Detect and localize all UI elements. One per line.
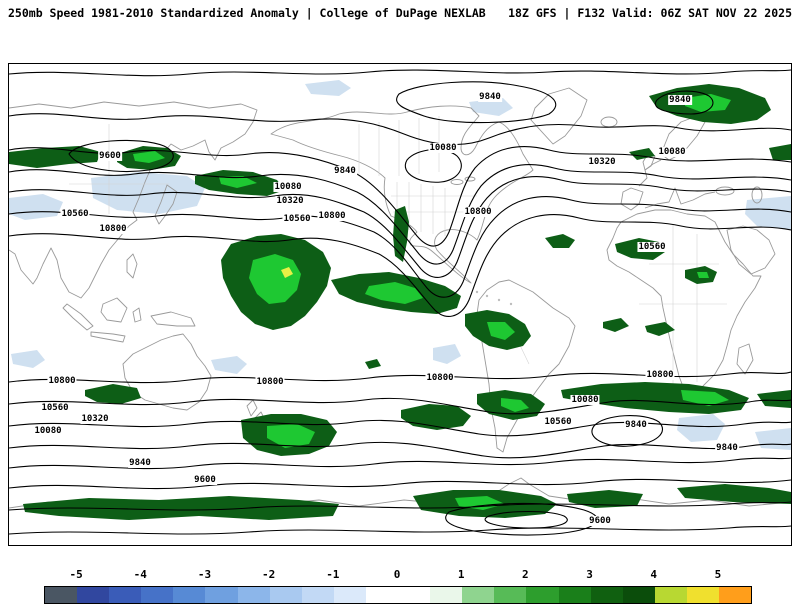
- contour-label: 10560: [60, 209, 90, 219]
- contour-label: 10320: [587, 157, 617, 167]
- contour-label: 10800: [98, 224, 128, 234]
- colorbar-segment: [718, 587, 752, 603]
- colorbar-segment: [45, 587, 78, 603]
- contour-label: 10560: [637, 242, 667, 252]
- contour-label: 10080: [428, 143, 458, 153]
- colorbar-segment: [526, 587, 559, 603]
- colorbar-segment: [558, 587, 591, 603]
- colorbar-segment: [237, 587, 270, 603]
- colorbar-segment: [109, 587, 142, 603]
- contour-label: 10080: [657, 147, 687, 157]
- contour-label: 9840: [333, 166, 357, 176]
- colorbar-tick-label: -4: [133, 568, 147, 581]
- colorbar-tick-label: -3: [197, 568, 212, 581]
- contour-label: 10560: [543, 417, 573, 427]
- colorbar-tick-label: -1: [326, 568, 340, 581]
- contour-label: 10080: [570, 395, 600, 405]
- colorbar-tick-label: 1: [457, 568, 465, 581]
- contour-label: 10080: [33, 426, 63, 436]
- colorbar-segment: [686, 587, 719, 603]
- contour-label: 9840: [715, 443, 739, 453]
- colorbar-segment: [173, 587, 206, 603]
- colorbar-segment: [301, 587, 334, 603]
- map-frame: 9840 9840 9600 10080 10320 10080 9840 10080 1032…: [8, 63, 792, 546]
- colorbar-segment: [365, 587, 399, 603]
- world-map-svg: [9, 69, 791, 536]
- contour-label: 10080: [273, 182, 303, 192]
- colorbar-gradient: [44, 586, 752, 604]
- contour-label: 9840: [128, 458, 152, 468]
- contour-label: 10800: [425, 373, 455, 383]
- contour-labels-layer: 9840 9840 9600 10080 10320 10080 9840 10080 1032…: [9, 64, 791, 545]
- contour-label: 9600: [98, 151, 122, 161]
- contour-label: 10320: [275, 196, 305, 206]
- colorbar-segment: [333, 587, 366, 603]
- colorbar-segment: [462, 587, 495, 603]
- colorbar-segment: [622, 587, 655, 603]
- negative-anomaly-shading: [9, 80, 791, 450]
- contour-label: 10800: [463, 207, 493, 217]
- colorbar-tick-label: -2: [262, 568, 276, 581]
- colorbar-segment: [269, 587, 302, 603]
- titlebar: 250mb Speed 1981-2010 Standardized Anoma…: [8, 6, 792, 22]
- contour-label: 9840: [668, 95, 692, 105]
- contour-label: 10800: [317, 211, 347, 221]
- contour-label: 10800: [645, 370, 675, 380]
- contour-label: 10800: [255, 377, 285, 387]
- contour-label: 9840: [624, 420, 648, 430]
- colorbar-segment: [654, 587, 687, 603]
- contour-label: 9840: [478, 92, 502, 102]
- colorbar-tick-label: -5: [69, 568, 83, 581]
- colorbar-segment: [141, 587, 174, 603]
- colorbar-tick-label: 3: [586, 568, 593, 581]
- contour-label: 9600: [588, 516, 612, 526]
- colorbar-tick-label: 4: [650, 568, 658, 581]
- colorbar-tick-labels: -5 -4 -3 -2 -1 0 1 2 3 4 5: [0, 566, 800, 581]
- colorbar-tick-label: 2: [522, 568, 529, 581]
- colorbar-segment: [494, 587, 527, 603]
- colorbar-segment: [398, 587, 431, 603]
- colorbar-segment: [205, 587, 238, 603]
- colorbar-tick-label: 5: [714, 568, 722, 581]
- contour-label: 10560: [40, 403, 70, 413]
- colorbar-tick-label: 0: [393, 568, 401, 581]
- colorbar-segment: [430, 587, 463, 603]
- colorbar-segment: [77, 587, 110, 603]
- product-title: 250mb Speed 1981-2010 Standardized Anoma…: [8, 6, 486, 20]
- contour-label: 10800: [47, 376, 77, 386]
- contour-label: 10320: [80, 414, 110, 424]
- contour-label: 9600: [193, 475, 217, 485]
- height-contours: [9, 69, 791, 536]
- anomaly-colorbar: -5 -4 -3 -2 -1 0 1 2 3 4 5: [0, 566, 800, 604]
- colorbar-segment: [590, 587, 623, 603]
- contour-label: 10560: [282, 214, 312, 224]
- model-run-info: 18Z GFS | F132 Valid: 06Z SAT NOV 22 202…: [508, 6, 792, 20]
